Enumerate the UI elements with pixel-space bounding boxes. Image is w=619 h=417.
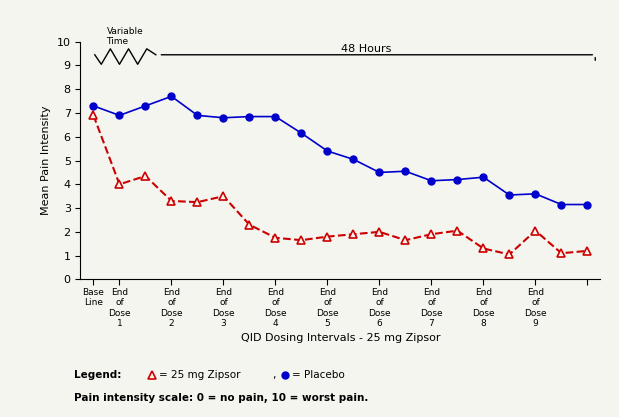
- Text: = 25 mg Zipsor: = 25 mg Zipsor: [159, 370, 241, 380]
- Text: Legend:: Legend:: [74, 370, 122, 380]
- Text: ,: ,: [272, 370, 275, 380]
- Text: Variable
Time: Variable Time: [106, 27, 143, 46]
- Text: 48 Hours: 48 Hours: [341, 44, 392, 53]
- Text: = Placebo: = Placebo: [292, 370, 345, 380]
- Text: Pain intensity scale: 0 = no pain, 10 = worst pain.: Pain intensity scale: 0 = no pain, 10 = …: [74, 393, 369, 403]
- Y-axis label: Mean Pain Intensity: Mean Pain Intensity: [41, 106, 51, 215]
- X-axis label: QID Dosing Intervals - 25 mg Zipsor: QID Dosing Intervals - 25 mg Zipsor: [241, 334, 440, 344]
